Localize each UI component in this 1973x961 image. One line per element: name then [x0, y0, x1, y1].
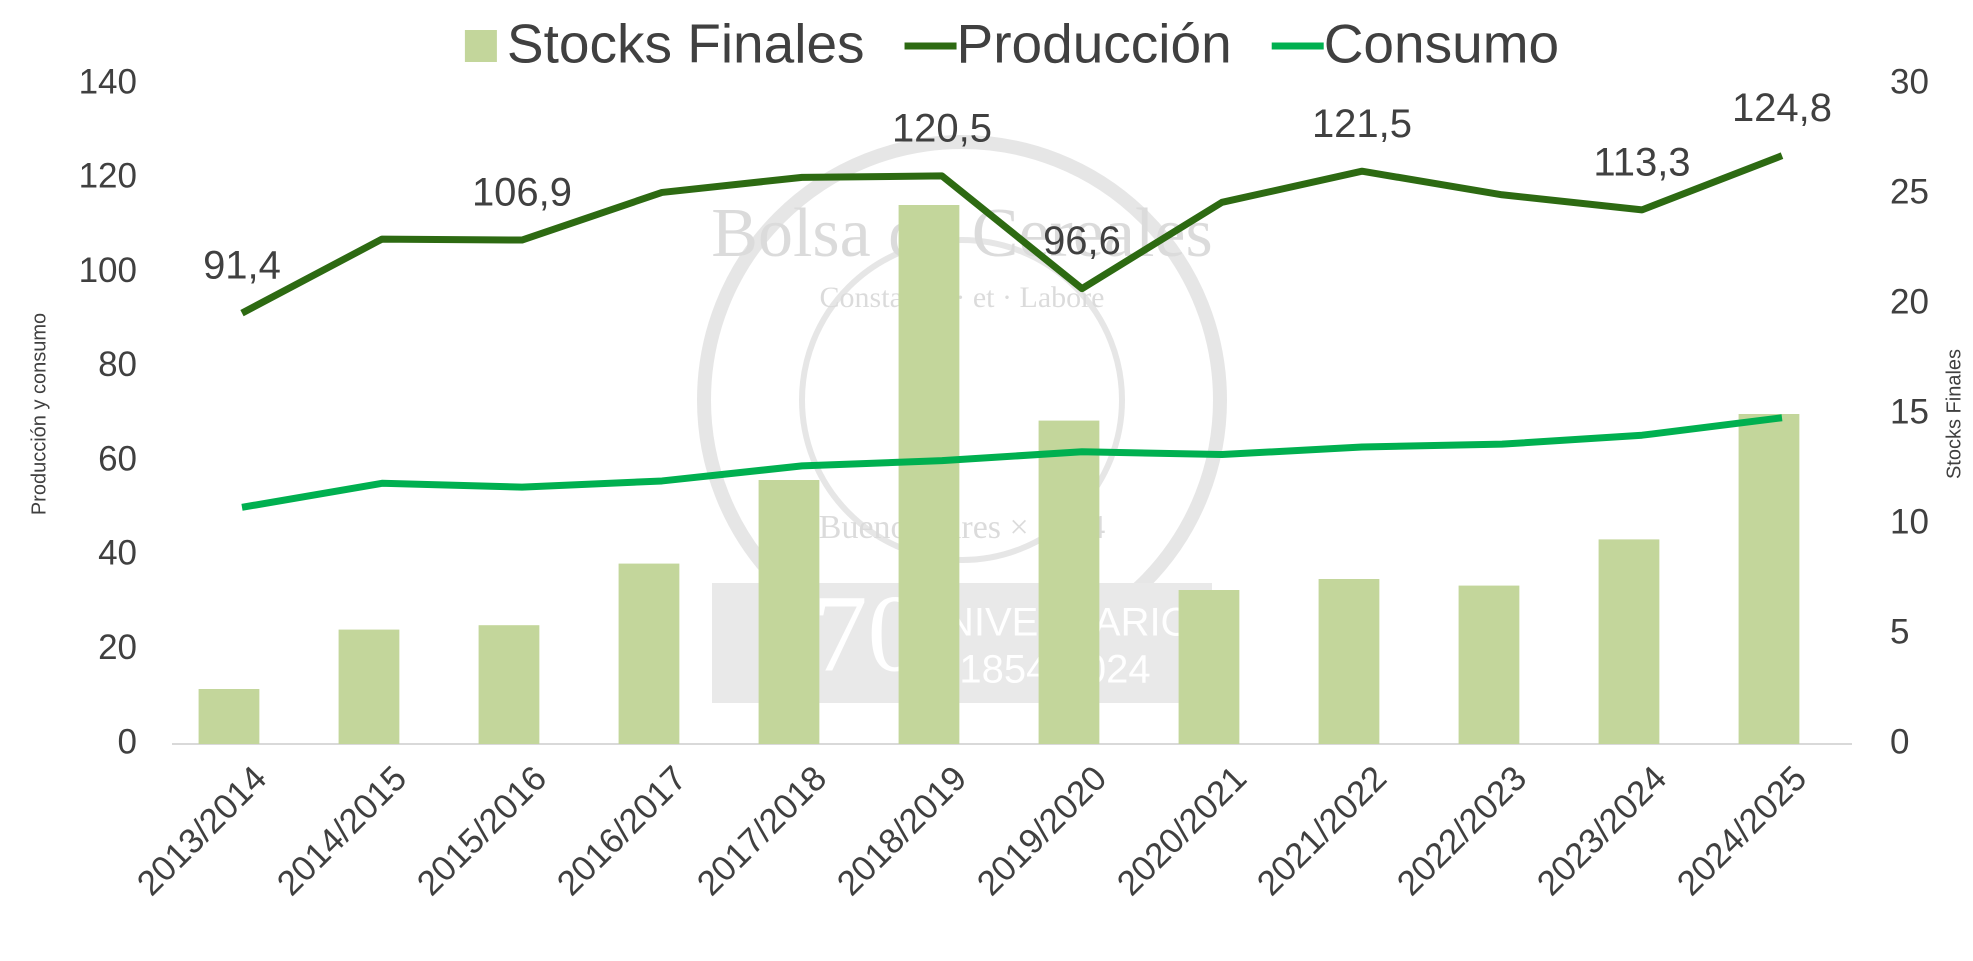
legend: Stocks Finales Producción Consumo: [464, 13, 1559, 75]
y2-axis-title: Stocks Finales: [1943, 349, 1965, 479]
bar: [1598, 539, 1660, 744]
line: [240, 152, 1784, 317]
watermark-ring: [799, 237, 1125, 563]
bar: [478, 625, 540, 744]
x-tick-label: 2014/2015: [270, 759, 415, 904]
y2-tick-label: 5: [1890, 612, 1909, 651]
y-tick-label: 20: [98, 628, 137, 667]
x-tick-label: 2016/2017: [550, 759, 695, 904]
y-axis-title: Producción y consumo: [28, 313, 50, 515]
bar: [898, 205, 960, 744]
x-tick-label: 2022/2023: [1390, 759, 1535, 904]
watermark-text: Constantia · et · Labore: [820, 281, 1105, 314]
data-label: 96,6: [1043, 219, 1121, 263]
bar: [1038, 420, 1100, 744]
line: [241, 414, 1783, 511]
legend-swatch: [464, 30, 497, 62]
legend-label: Producción: [957, 13, 1232, 75]
bar: [198, 689, 260, 744]
x-tick-label: 2017/2018: [690, 759, 835, 904]
y-tick-label: 100: [79, 251, 137, 290]
y-tick-label: 120: [79, 157, 137, 196]
data-label: 106,9: [472, 171, 572, 215]
bar: [1458, 585, 1520, 744]
data-label: 124,8: [1732, 86, 1832, 130]
watermark-text: Bolsa de Cereales: [711, 195, 1212, 272]
bar: [338, 629, 400, 744]
bar: [1318, 579, 1380, 744]
data-label: 91,4: [203, 244, 281, 288]
y-tick-label: 60: [98, 439, 137, 478]
x-tick-label: 2015/2016: [410, 759, 555, 904]
x-tick-label: 2021/2022: [1250, 759, 1395, 904]
x-tick-label: 2024/2025: [1670, 759, 1815, 904]
data-label: 121,5: [1312, 102, 1412, 146]
y-tick-label: 40: [98, 534, 137, 573]
bar: [1178, 590, 1240, 744]
legend-label: Consumo: [1324, 13, 1559, 75]
bar: [1738, 414, 1800, 744]
y-tick-label: 80: [98, 345, 137, 384]
data-label: 120,5: [892, 106, 992, 150]
data-label: 113,3: [1593, 140, 1690, 184]
y-tick-label: 0: [118, 722, 137, 761]
y2-tick-label: 0: [1890, 722, 1909, 761]
watermark-ring: [697, 135, 1227, 665]
bar: [618, 563, 680, 744]
y2-tick-label: 10: [1890, 502, 1929, 541]
bar: [758, 480, 820, 744]
x-tick-label: 2018/2019: [830, 759, 975, 904]
x-tick-label: 2020/2021: [1110, 759, 1255, 904]
x-tick-label: 2023/2024: [1530, 759, 1675, 904]
legend-label: Stocks Finales: [507, 13, 865, 75]
y2-tick-label: 25: [1890, 172, 1929, 211]
y2-tick-label: 15: [1890, 392, 1929, 431]
y2-tick-label: 20: [1890, 282, 1929, 321]
y2-tick-label: 30: [1890, 62, 1929, 101]
x-tick-label: 2013/2014: [130, 759, 275, 904]
y-tick-label: 140: [79, 62, 137, 101]
x-tick-label: 2019/2020: [970, 759, 1115, 904]
